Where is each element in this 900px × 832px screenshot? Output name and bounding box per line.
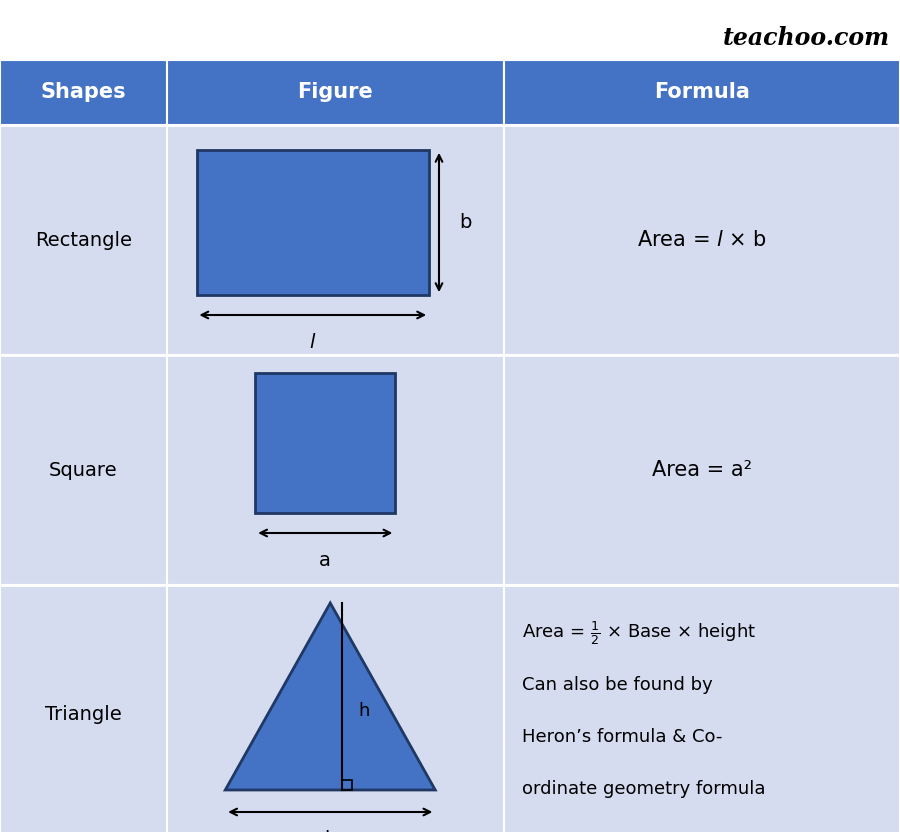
Text: $l$: $l$	[309, 333, 317, 352]
Bar	[166, 125, 504, 355]
Text: Square: Square	[49, 460, 118, 479]
Text: Can also be found by: Can also be found by	[522, 676, 713, 694]
Text: h: h	[358, 702, 370, 721]
Text: Figure: Figure	[297, 82, 374, 102]
Text: teachoo.com: teachoo.com	[723, 26, 890, 50]
Bar	[0, 125, 166, 355]
Text: Formula: Formula	[654, 82, 750, 102]
Text: Area = $\it{l}$ × b: Area = $\it{l}$ × b	[637, 230, 767, 250]
Bar	[504, 355, 900, 585]
Text: b: b	[324, 830, 337, 832]
Polygon shape	[225, 603, 436, 790]
Bar	[166, 355, 504, 585]
Bar	[0, 585, 166, 832]
Bar	[196, 150, 429, 295]
Bar	[342, 780, 352, 790]
Text: Area = a²: Area = a²	[652, 460, 752, 480]
Bar	[504, 585, 900, 832]
Bar	[256, 373, 395, 513]
Bar	[0, 60, 166, 125]
Text: Shapes: Shapes	[40, 82, 126, 102]
Text: ordinate geometry formula: ordinate geometry formula	[522, 780, 766, 798]
Text: b: b	[459, 213, 472, 232]
Bar	[504, 60, 900, 125]
Bar	[0, 355, 166, 585]
Text: Rectangle: Rectangle	[35, 230, 131, 250]
Text: Heron’s formula & Co-: Heron’s formula & Co-	[522, 728, 723, 746]
Text: Area = $\frac{1}{2}$ × Base × height: Area = $\frac{1}{2}$ × Base × height	[522, 619, 756, 647]
Bar	[166, 60, 504, 125]
Bar	[166, 585, 504, 832]
Text: Triangle: Triangle	[45, 706, 122, 725]
Bar	[504, 125, 900, 355]
Text: a: a	[320, 551, 331, 570]
